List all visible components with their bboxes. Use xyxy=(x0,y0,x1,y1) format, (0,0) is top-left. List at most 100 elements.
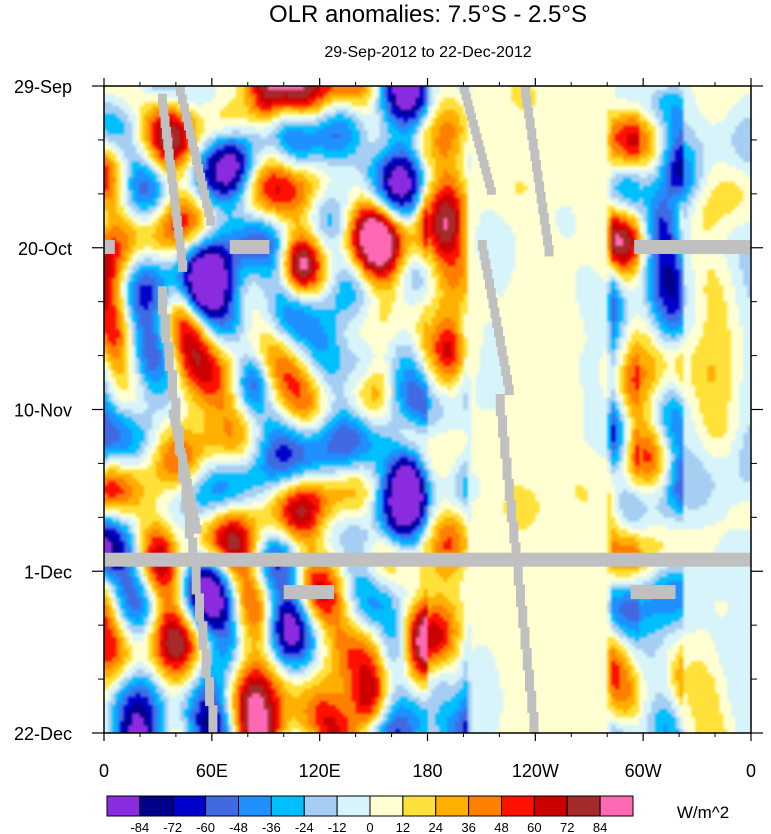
missing-swath-cell xyxy=(176,248,186,261)
missing-swath-cell xyxy=(504,384,514,396)
missing-swath-cell xyxy=(160,115,170,128)
missing-swath-cell xyxy=(201,649,211,679)
missing-swath-cell xyxy=(179,103,189,113)
chart-subtitle: 29-Sep-2012 to 22-Dec-2012 xyxy=(324,44,531,61)
colorbar-box xyxy=(139,795,174,817)
missing-segment xyxy=(229,239,270,254)
missing-swath-cell xyxy=(188,537,198,567)
missing-swath-cell xyxy=(182,478,192,488)
colorbar-label: -48 xyxy=(229,820,248,834)
colorbar-units: W/m^2 xyxy=(677,803,729,822)
missing-segment xyxy=(634,239,751,254)
colorbar-box xyxy=(402,795,437,817)
missing-swath-cell xyxy=(175,237,185,250)
missing-swath-cell xyxy=(507,500,517,523)
missing-swath-cell xyxy=(538,202,548,215)
missing-swath-cell xyxy=(173,432,183,442)
missing-swath-cell xyxy=(171,204,181,217)
missing-swath-cell xyxy=(528,138,538,151)
missing-swath-cell xyxy=(477,153,487,162)
missing-swath-cell xyxy=(522,648,532,671)
colorbar-label: 36 xyxy=(461,820,475,834)
colorbar-box xyxy=(106,795,141,817)
missing-swath-cell xyxy=(520,86,530,98)
missing-swath-cell xyxy=(481,166,491,175)
colorbar-label: 0 xyxy=(366,820,373,834)
missing-swath-cell xyxy=(481,259,491,270)
missing-swath-cell xyxy=(495,336,505,347)
x-tick-label: 0 xyxy=(99,761,109,781)
missing-swath-cell xyxy=(467,112,477,121)
x-tick-label: 180 xyxy=(412,761,442,781)
missing-swath-cell xyxy=(163,137,173,151)
missing-swath-cell xyxy=(527,690,537,713)
missing-swath-cell xyxy=(172,215,182,228)
colorbar-label: -36 xyxy=(262,820,281,834)
missing-swath-cell xyxy=(522,96,532,109)
missing-swath-cell xyxy=(502,457,512,480)
missing-swath-cell xyxy=(200,189,210,200)
missing-swath-cell xyxy=(479,249,489,261)
missing-swath-cell xyxy=(189,509,199,519)
missing-swath-cell xyxy=(161,126,171,139)
missing-swath-cell xyxy=(171,424,181,434)
missing-swath-cell xyxy=(190,146,200,157)
missing-swath-cell xyxy=(470,126,480,135)
missing-swath-cell xyxy=(524,669,534,692)
missing-swath-cell xyxy=(488,297,498,309)
missing-segment xyxy=(630,585,676,600)
y-tick-label: 29-Sep xyxy=(14,77,72,97)
missing-swath-cell xyxy=(497,345,507,357)
missing-swath-cell xyxy=(179,463,189,473)
colorbar-box xyxy=(599,795,634,817)
missing-swath-cell xyxy=(461,92,471,101)
missing-swath-cell xyxy=(196,172,206,183)
colorbar-label: 12 xyxy=(396,820,410,834)
missing-swath-cell xyxy=(493,326,503,338)
missing-swath-cell xyxy=(479,160,489,168)
colorbar-box xyxy=(435,795,470,817)
missing-swath-cell xyxy=(159,104,169,117)
missing-swath-cell xyxy=(168,182,178,195)
missing-swath-cell xyxy=(206,215,216,226)
missing-swath-cell xyxy=(175,86,185,96)
missing-swath-cell xyxy=(529,711,539,733)
olr-anomaly-field xyxy=(104,86,751,733)
x-tick-label: 120E xyxy=(299,761,341,781)
colorbar-label: 60 xyxy=(527,820,541,834)
missing-swath-cell xyxy=(170,193,180,206)
missing-swath-cell xyxy=(511,542,521,565)
missing-swath-cell xyxy=(188,137,198,148)
colorbar-box xyxy=(238,795,272,817)
missing-swath-cell xyxy=(181,471,191,480)
missing-swath-cell xyxy=(176,448,186,457)
missing-swath-cell xyxy=(192,155,202,165)
missing-segment xyxy=(283,585,335,600)
missing-segment xyxy=(104,552,751,567)
missing-swath-cell xyxy=(194,163,204,174)
missing-swath-cell xyxy=(498,415,508,438)
missing-swath-cell xyxy=(490,307,500,319)
missing-swath-cell xyxy=(174,226,184,239)
missing-swath-cell xyxy=(492,317,502,328)
missing-swath-cell xyxy=(178,259,188,272)
missing-swath-cell xyxy=(157,286,167,316)
x-tick-label: 0 xyxy=(746,761,756,781)
colorbar-box xyxy=(205,795,239,817)
missing-swath-cell xyxy=(198,621,208,651)
plot-area xyxy=(104,86,751,733)
missing-swath-cell xyxy=(513,563,523,586)
missing-swath-cell xyxy=(174,440,184,450)
x-tick-label: 120W xyxy=(512,761,559,781)
colorbar-box xyxy=(533,795,568,817)
missing-swath-cell xyxy=(536,191,546,204)
missing-swath-cell xyxy=(502,374,512,386)
x-tick-label: 60E xyxy=(196,761,228,781)
colorbar-box xyxy=(303,795,338,817)
colorbar-label: -72 xyxy=(163,820,182,834)
missing-swath-cell xyxy=(483,173,493,182)
missing-swath-cell xyxy=(520,627,530,650)
missing-swath-cell xyxy=(516,584,526,607)
missing-swath-cell xyxy=(170,417,180,426)
